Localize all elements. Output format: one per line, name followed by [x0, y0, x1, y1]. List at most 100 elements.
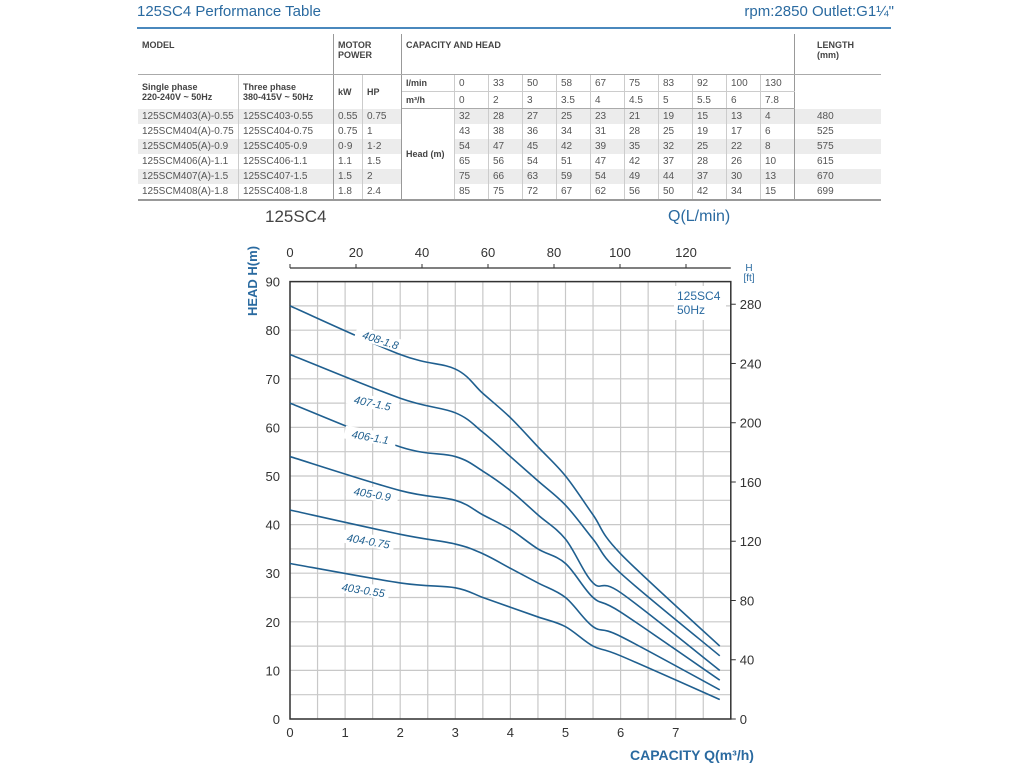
y2-tick-label: 120	[740, 534, 762, 549]
legend-background	[674, 286, 726, 320]
y-tick-label: 50	[266, 469, 280, 484]
x2-tick-label: 120	[675, 245, 697, 260]
hp-value: 2	[362, 169, 402, 184]
head-value: 38	[488, 124, 523, 139]
lmin-value: 83	[658, 74, 693, 92]
head-value: 65	[454, 154, 489, 169]
head-value: 32	[454, 108, 489, 124]
head-value: 4	[760, 108, 795, 124]
head-value: 10	[760, 154, 795, 169]
y-tick-label: 90	[266, 275, 280, 290]
head-label: Head (m)	[401, 108, 455, 201]
m3h-value: 5	[658, 91, 693, 109]
head-value: 19	[692, 124, 727, 139]
head-value: 56	[488, 154, 523, 169]
head-value: 21	[624, 108, 659, 124]
table-row: 125SCM407(A)-1.5 125SC407-1.5 1.5 2 75 66 63 59…	[138, 169, 881, 184]
x2-tick-label: 100	[609, 245, 631, 260]
head-value: 13	[760, 169, 795, 184]
three-phase-header: Three phase 380-415V ~ 50Hz	[238, 74, 334, 109]
kw-value: 0·9	[333, 139, 363, 154]
head-value: 25	[658, 124, 693, 139]
m3h-value: 6	[726, 91, 761, 109]
length-value: 670	[794, 169, 881, 184]
y-tick-label: 80	[266, 323, 280, 338]
performance-table: MODEL MOTOR POWER CAPACITY AND HEAD LENGTH …	[138, 34, 881, 201]
y-tick-label: 70	[266, 372, 280, 387]
hp-value: 1	[362, 124, 402, 139]
head-value: 43	[454, 124, 489, 139]
head-value: 32	[658, 139, 693, 154]
curve-label: 406-1.1	[351, 429, 390, 447]
x2-axis-title: Q(L/min)	[668, 208, 730, 225]
m3h-value: 7.8	[760, 91, 795, 109]
performance-curve	[289, 402, 721, 672]
head-value: 37	[692, 169, 727, 184]
hp-value: 1.5	[362, 154, 402, 169]
head-value: 26	[726, 154, 761, 169]
performance-curve	[289, 455, 721, 681]
y-tick-label: 60	[266, 420, 280, 435]
single-phase-model: 125SCM408(A)-1.8	[138, 184, 239, 201]
legend-frequency: 50Hz	[677, 303, 705, 317]
y2-label-ft: [ft]	[743, 273, 754, 284]
head-value: 47	[488, 139, 523, 154]
curve-label-background	[354, 325, 408, 354]
plot-frame	[289, 280, 732, 720]
head-value: 75	[454, 169, 489, 184]
x-axis-title: CAPACITY Q(m³/h)	[630, 747, 754, 763]
m3h-value: 3	[522, 91, 557, 109]
x2-tick-label: 80	[547, 245, 561, 260]
three-phase-model: 125SC405-0.9	[238, 139, 334, 154]
x-tick-label: 2	[397, 725, 404, 740]
x2-tick-label: 60	[481, 245, 495, 260]
m3h-value: 5.5	[692, 91, 727, 109]
table-row: 125SCM405(A)-0.9 125SC405-0.9 0·9 1·2 54 47 45…	[138, 139, 881, 154]
model-header: MODEL	[138, 34, 334, 75]
head-value: 15	[760, 184, 795, 201]
head-value: 49	[624, 169, 659, 184]
head-value: 50	[658, 184, 693, 201]
x-tick-label: 3	[452, 725, 459, 740]
head-value: 28	[488, 108, 523, 124]
capacity-head-header: CAPACITY AND HEAD	[401, 34, 795, 75]
head-value: 25	[556, 108, 591, 124]
lmin-value: 50	[522, 74, 557, 92]
m3h-value: 0	[454, 91, 489, 109]
head-value: 66	[488, 169, 523, 184]
kw-header: kW	[333, 74, 363, 109]
pump-specs: rpm:2850 Outlet:G1¼"	[744, 3, 894, 20]
x-tick-label: 1	[341, 725, 348, 740]
curve-label-background	[343, 425, 398, 448]
head-value: 54	[590, 169, 625, 184]
table-row: 125SCM408(A)-1.8 125SC408-1.8 1.8 2.4 85 75 72…	[138, 184, 881, 201]
lmin-value: 130	[760, 74, 795, 92]
m3h-row: m³/h 0 2 3 3.5 4 4.5 5 5.5 6 7.8	[138, 91, 881, 109]
single-phase-model: 125SCM404(A)-0.75	[138, 124, 239, 139]
title-rule	[137, 27, 891, 29]
y2-tick-label: 240	[740, 356, 762, 371]
table-header-row: MODEL MOTOR POWER CAPACITY AND HEAD LENGTH …	[138, 34, 881, 75]
head-value: 8	[760, 139, 795, 154]
three-phase-model: 125SC407-1.5	[238, 169, 334, 184]
three-phase-model: 125SC404-0.75	[238, 124, 334, 139]
lmin-value: 0	[454, 74, 489, 92]
y-tick-label: 0	[273, 712, 280, 727]
three-phase-model: 125SC406-1.1	[238, 154, 334, 169]
m3h-value: 4	[590, 91, 625, 109]
performance-curve	[289, 353, 721, 657]
curve-label-background	[336, 579, 391, 601]
single-phase-label: Single phase	[142, 81, 198, 92]
x-tick-label: 5	[562, 725, 569, 740]
head-value: 85	[454, 184, 489, 201]
hp-value: 1·2	[362, 139, 402, 154]
head-value: 23	[590, 108, 625, 124]
y-axis-title: HEAD H(m)	[245, 246, 260, 316]
head-value: 51	[556, 154, 591, 169]
single-phase-model: 125SCM403(A)-0.55	[138, 108, 239, 124]
head-value: 25	[692, 139, 727, 154]
three-phase-model: 125SC408-1.8	[238, 184, 334, 201]
head-value: 34	[726, 184, 761, 201]
head-value: 39	[590, 139, 625, 154]
x2-tick-label: 20	[349, 245, 363, 260]
